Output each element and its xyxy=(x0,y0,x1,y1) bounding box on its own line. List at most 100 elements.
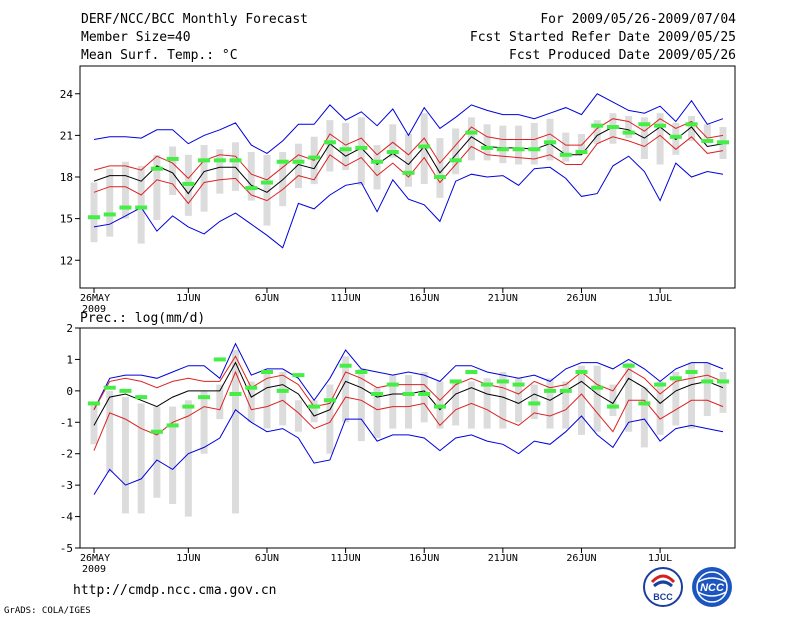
climate-mark xyxy=(418,144,431,149)
climate-mark xyxy=(465,130,478,135)
observed-bar xyxy=(577,365,585,435)
observed-bar xyxy=(357,117,365,186)
forecast-produced-date: Fcst Produced Date 2009/05/26 xyxy=(509,48,736,63)
x-tick-label: 1JUL xyxy=(648,293,672,304)
observed-bar xyxy=(420,372,428,423)
observed-bar xyxy=(420,113,428,184)
climate-mark xyxy=(701,379,714,384)
observed-bar xyxy=(263,154,271,226)
website-url[interactable]: http://cmdp.ncc.cma.gov.cn xyxy=(73,583,277,598)
observed-bar xyxy=(688,362,696,429)
variable-label: Mean Surf. Temp.: °C xyxy=(81,48,238,63)
observed-bar xyxy=(703,362,711,416)
observed-bar xyxy=(263,372,271,429)
observed-bar xyxy=(467,117,475,161)
x-tick-label: 1JUL xyxy=(648,553,672,564)
observed-bar xyxy=(106,390,114,473)
observed-bar xyxy=(169,146,177,196)
ncc-logo-text: NCC xyxy=(700,582,725,594)
observed-bar xyxy=(342,122,350,171)
climate-mark xyxy=(229,392,242,396)
y-tick-label: 24 xyxy=(60,88,74,101)
climate-mark xyxy=(260,370,273,374)
climate-mark xyxy=(654,382,667,387)
climate-mark xyxy=(638,401,651,406)
climate-mark xyxy=(198,395,211,400)
climate-mark xyxy=(544,388,557,393)
x-tick-label: 21JUN xyxy=(488,293,518,304)
climate-mark xyxy=(150,166,163,171)
climate-mark xyxy=(449,158,462,163)
climate-mark xyxy=(245,186,258,191)
lower-line xyxy=(93,355,724,410)
observed-bar xyxy=(232,142,240,191)
observed-bar xyxy=(577,133,585,151)
climate-mark xyxy=(386,150,399,155)
observed-bar xyxy=(90,403,98,445)
climate-mark xyxy=(685,122,698,127)
climate-mark xyxy=(717,140,729,145)
observed-bar xyxy=(310,400,318,423)
observed-bar xyxy=(137,403,145,514)
climate-mark xyxy=(402,392,415,396)
climate-mark xyxy=(559,152,572,157)
min-line xyxy=(93,155,724,249)
climate-mark xyxy=(685,370,698,374)
climate-mark xyxy=(229,158,242,163)
y-tick-label: 12 xyxy=(60,254,73,267)
observed-bar xyxy=(405,375,412,429)
climate-mark xyxy=(402,170,415,175)
max-line xyxy=(93,93,724,154)
observed-bar xyxy=(593,365,601,432)
precip-title: Prec.: log(mm/d) xyxy=(80,311,205,326)
climate-mark xyxy=(433,404,446,409)
member-size: Member Size=40 xyxy=(81,30,191,45)
climate-mark xyxy=(606,125,619,130)
climate-mark xyxy=(622,363,635,368)
observed-bar xyxy=(656,381,664,435)
climate-mark xyxy=(292,373,305,378)
observed-bar xyxy=(483,124,491,161)
ncc-logo: NCC xyxy=(692,567,732,607)
climate-mark xyxy=(528,147,541,152)
observed-bar xyxy=(216,149,224,194)
climate-mark xyxy=(245,385,258,390)
x-tick-year: 2009 xyxy=(82,304,106,315)
observed-bar xyxy=(609,384,617,416)
x-tick-label: 26JUN xyxy=(566,293,596,304)
climate-mark xyxy=(355,145,368,150)
climate-mark xyxy=(481,145,494,150)
climate-mark xyxy=(465,370,478,374)
observed-bar xyxy=(483,378,491,429)
observed-bar xyxy=(593,120,601,144)
observed-bar xyxy=(436,138,444,198)
y-tick-label: 18 xyxy=(60,171,73,184)
min-line xyxy=(93,342,724,410)
climate-mark xyxy=(166,156,179,161)
y-tick-label: 2 xyxy=(66,322,73,335)
observed-bar xyxy=(153,154,161,221)
climate-mark xyxy=(150,429,163,434)
x-tick-label: 21JUN xyxy=(488,553,518,564)
climate-mark xyxy=(654,123,667,128)
climate-mark xyxy=(182,181,195,186)
observed-bar xyxy=(121,161,129,219)
observed-bar xyxy=(326,384,334,454)
climate-mark xyxy=(512,147,525,152)
climate-mark xyxy=(544,140,557,145)
observed-bar xyxy=(326,120,334,172)
y-tick-label: 21 xyxy=(60,129,73,142)
y-tick-label: -4 xyxy=(60,511,74,524)
observed-bar xyxy=(546,378,554,429)
climate-mark xyxy=(371,159,384,164)
max-line xyxy=(93,408,724,495)
observed-bar xyxy=(546,118,554,161)
plot-frame xyxy=(79,327,736,549)
observed-bar xyxy=(373,387,381,438)
climate-mark xyxy=(103,212,116,217)
climate-mark xyxy=(276,388,289,393)
climate-mark xyxy=(276,159,289,164)
observed-bar xyxy=(169,406,177,504)
climate-mark xyxy=(575,150,588,155)
